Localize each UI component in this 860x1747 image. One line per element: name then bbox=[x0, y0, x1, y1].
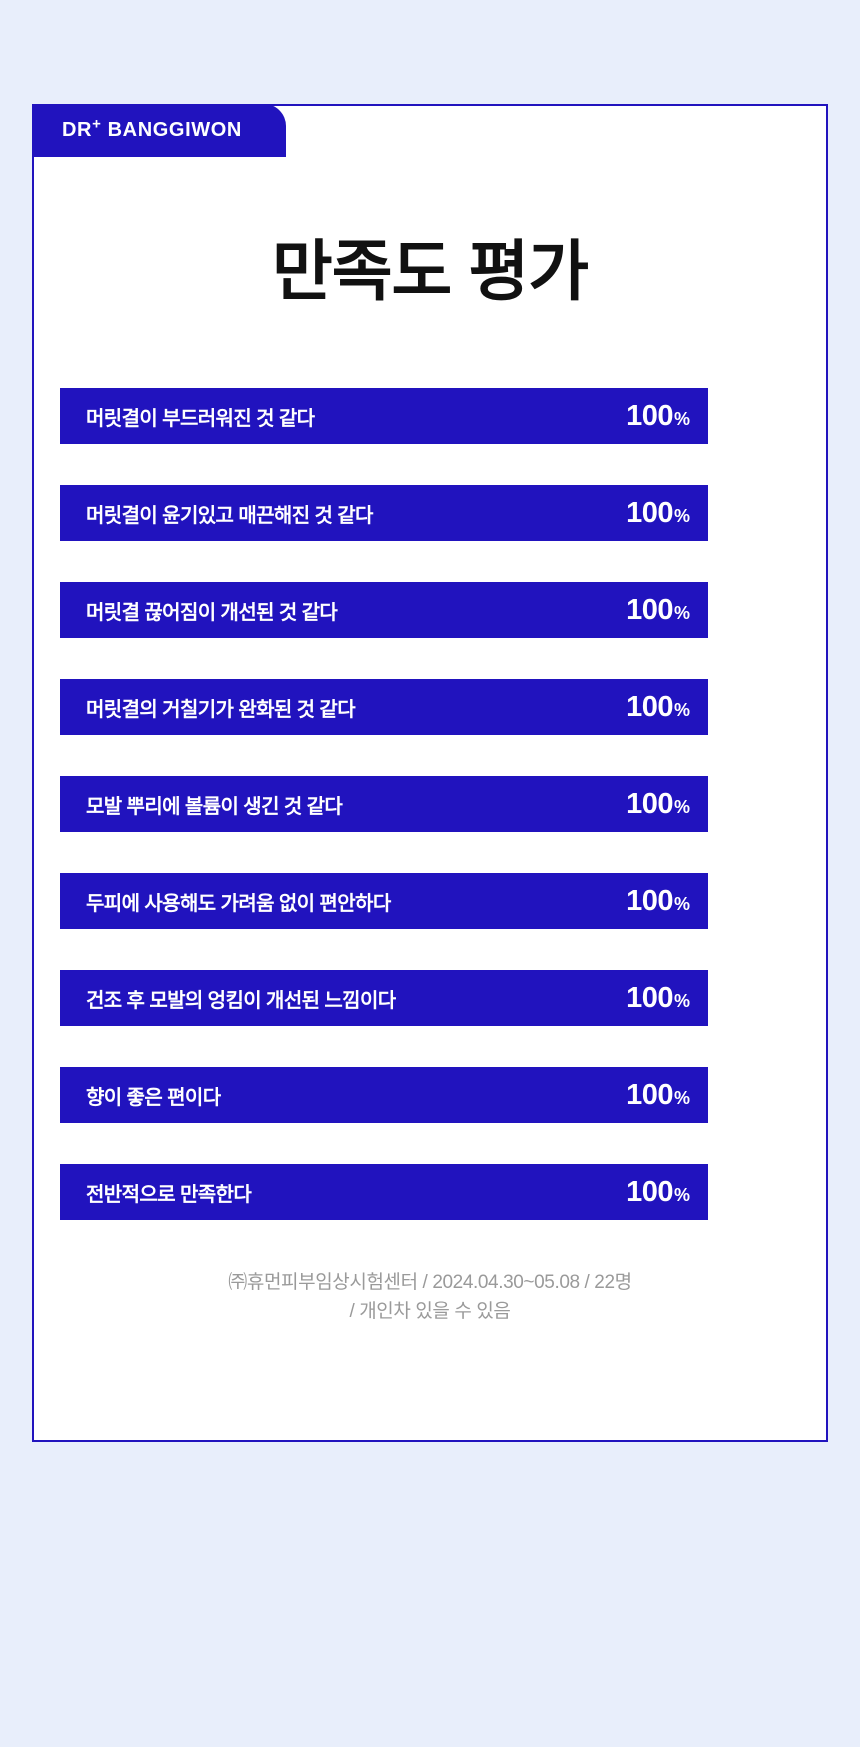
bar-value-number: 100 bbox=[626, 1078, 673, 1111]
bar-value: 100% bbox=[626, 788, 690, 821]
bar-value-number: 100 bbox=[626, 690, 673, 723]
bar-row: 두피에 사용해도 가려움 없이 편안하다 100% bbox=[60, 873, 708, 929]
bar-value-unit: % bbox=[673, 796, 690, 817]
brand-tab: DR+ BANGGIWON bbox=[32, 104, 286, 157]
bar-value-unit: % bbox=[673, 408, 690, 429]
bar-value: 100% bbox=[626, 400, 690, 433]
bar-value: 100% bbox=[626, 691, 690, 724]
bar-value-unit: % bbox=[673, 505, 690, 526]
brand-name-main: DR bbox=[62, 119, 93, 141]
bar-value-number: 100 bbox=[626, 884, 673, 917]
bar-value: 100% bbox=[626, 1176, 690, 1209]
bar-value-unit: % bbox=[673, 990, 690, 1011]
bar-value-unit: % bbox=[673, 1087, 690, 1108]
bar-value: 100% bbox=[626, 594, 690, 627]
bar-row: 모발 뿌리에 볼륨이 생긴 것 같다 100% bbox=[60, 776, 708, 832]
bar-label: 머릿결 끊어짐이 개선된 것 같다 bbox=[86, 601, 338, 624]
bar-value: 100% bbox=[626, 497, 690, 530]
bar-label: 건조 후 모발의 엉킴이 개선된 느낌이다 bbox=[86, 989, 396, 1012]
bar-label: 모발 뿌리에 볼륨이 생긴 것 같다 bbox=[86, 795, 343, 818]
brand-logo-text: DR+ BANGGIWON bbox=[62, 116, 242, 142]
bar-label: 머릿결의 거칠기가 완화된 것 같다 bbox=[86, 698, 356, 721]
footer-line-1: ㈜휴먼피부임상시험센터 / 2024.04.30~05.08 / 22명 bbox=[228, 1272, 632, 1293]
bar-row: 향이 좋은 편이다 100% bbox=[60, 1067, 708, 1123]
bar-value-number: 100 bbox=[626, 981, 673, 1014]
bar-value-unit: % bbox=[673, 1184, 690, 1205]
bar-row: 머릿결의 거칠기가 완화된 것 같다 100% bbox=[60, 679, 708, 735]
bar-value-unit: % bbox=[673, 699, 690, 720]
bar-label: 머릿결이 윤기있고 매끈해진 것 같다 bbox=[86, 504, 373, 527]
bar-row: 머릿결 끊어짐이 개선된 것 같다 100% bbox=[60, 582, 708, 638]
bar-value-number: 100 bbox=[626, 593, 673, 626]
satisfaction-bar-chart: 머릿결이 부드러워진 것 같다 100% 머릿결이 윤기있고 매끈해진 것 같다… bbox=[60, 388, 708, 1220]
bar-value-number: 100 bbox=[626, 496, 673, 529]
bar-row: 전반적으로 만족한다 100% bbox=[60, 1164, 708, 1220]
bar-value-number: 100 bbox=[626, 399, 673, 432]
bar-value-unit: % bbox=[673, 602, 690, 623]
bar-value-number: 100 bbox=[626, 1175, 673, 1208]
brand-name-rest: BANGGIWON bbox=[101, 119, 242, 141]
bar-label: 두피에 사용해도 가려움 없이 편안하다 bbox=[86, 892, 391, 915]
bar-value: 100% bbox=[626, 885, 690, 918]
bar-row: 머릿결이 윤기있고 매끈해진 것 같다 100% bbox=[60, 485, 708, 541]
footer-line-2: / 개인차 있을 수 있음 bbox=[349, 1301, 511, 1323]
footer-disclaimer: ㈜휴먼피부임상시험센터 / 2024.04.30~05.08 / 22명 / 개… bbox=[90, 1268, 770, 1327]
bar-value-number: 100 bbox=[626, 787, 673, 820]
bar-value: 100% bbox=[626, 1079, 690, 1112]
bar-value-unit: % bbox=[673, 893, 690, 914]
bar-value: 100% bbox=[626, 982, 690, 1015]
page-title: 만족도 평가 bbox=[272, 234, 589, 308]
bar-row: 머릿결이 부드러워진 것 같다 100% bbox=[60, 388, 708, 444]
bar-row: 건조 후 모발의 엉킴이 개선된 느낌이다 100% bbox=[60, 970, 708, 1026]
bar-label: 전반적으로 만족한다 bbox=[86, 1183, 252, 1206]
bar-label: 향이 좋은 편이다 bbox=[86, 1086, 221, 1109]
bar-label: 머릿결이 부드러워진 것 같다 bbox=[86, 407, 315, 430]
brand-plus-icon: + bbox=[92, 115, 102, 133]
